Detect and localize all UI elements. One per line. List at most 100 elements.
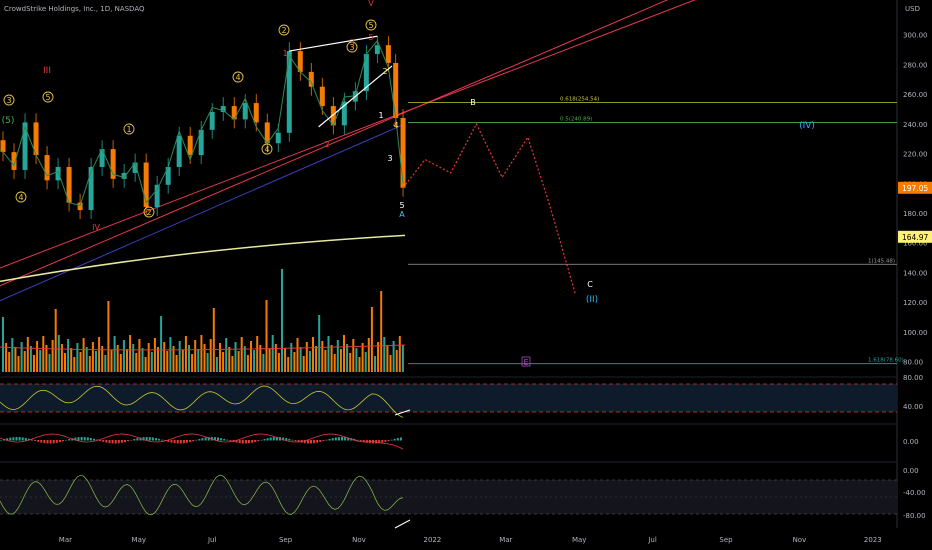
candle-body <box>99 149 105 167</box>
macd-bar <box>34 440 37 441</box>
fib-level-label: 0.618(254.54) <box>560 96 599 102</box>
wave-box <box>521 356 531 367</box>
price-tick-label: 220.00 <box>903 151 928 159</box>
time-tick-label: 2023 <box>864 536 882 544</box>
candle-body <box>220 106 226 112</box>
volume-bar <box>339 349 342 372</box>
macd-bar <box>325 439 328 441</box>
time-tick-label: May <box>572 536 586 544</box>
macd-bar <box>21 437 24 441</box>
macd-bar <box>362 440 365 443</box>
volume-bar <box>175 355 178 372</box>
macd-bar <box>204 437 207 441</box>
macd-bar <box>49 440 52 444</box>
wave-label: 4 <box>392 120 397 129</box>
macd-bar <box>275 437 278 441</box>
macd-bar <box>111 440 114 444</box>
volume-bar <box>398 336 401 372</box>
volume-bar <box>274 344 277 372</box>
macd-bar <box>344 437 347 441</box>
macd-bar <box>217 437 219 441</box>
candle-body <box>198 129 204 156</box>
volume-bar <box>349 353 352 372</box>
volume-bar <box>48 354 51 372</box>
volume-bar <box>386 346 389 372</box>
wave-label: 2 <box>281 26 286 35</box>
wave-label: 5 <box>399 201 404 210</box>
volume-bar <box>141 348 144 372</box>
volume-bar <box>305 342 308 372</box>
macd-bar <box>89 438 92 441</box>
candle-body <box>393 62 399 118</box>
volume-bar <box>262 354 265 372</box>
candle-body <box>286 51 292 133</box>
wave-label: 1 <box>378 111 383 120</box>
rsi-line <box>0 385 404 418</box>
macd-bar <box>303 440 306 444</box>
wave-label: 1 <box>126 125 131 134</box>
wave-label: (IV) <box>799 121 815 131</box>
volume-bar <box>299 347 302 372</box>
wave-label: A <box>399 210 405 219</box>
macd-bar <box>186 440 188 443</box>
time-tick-label: 2022 <box>423 536 441 544</box>
macd-bar <box>235 440 238 443</box>
candle-body <box>0 140 6 153</box>
rsi-divergence-line <box>394 409 411 416</box>
macd-bar <box>334 437 337 441</box>
volume-bar <box>57 335 60 372</box>
macd-bar <box>139 437 142 441</box>
rsi-tick-label: 40.00 <box>903 403 923 411</box>
volume-bar <box>302 356 305 372</box>
macd-bar <box>341 437 343 441</box>
wave-circle <box>3 94 15 106</box>
volume-bar <box>281 269 283 372</box>
macd-bar <box>192 440 195 442</box>
candle-body <box>385 45 391 63</box>
volume-bar <box>287 357 290 372</box>
wave-circle <box>143 206 155 218</box>
time-tick-label: Sep <box>279 536 293 544</box>
price-tick-label: 120.00 <box>903 299 928 307</box>
volume-bar <box>321 341 324 372</box>
time-tick-label: Jul <box>207 536 217 544</box>
macd-bar <box>229 440 232 442</box>
volume-bar <box>122 340 125 372</box>
volume-bar <box>330 345 333 372</box>
ma50-line <box>0 39 404 207</box>
time-tick-label: Nov <box>793 536 807 544</box>
candle-body <box>77 202 83 211</box>
wave-label: (II) <box>586 295 598 305</box>
volume-bar <box>370 307 373 372</box>
volume-bar <box>228 347 231 372</box>
volume-bar <box>259 345 262 372</box>
volume-bar <box>14 347 17 372</box>
candle-body <box>374 45 380 55</box>
macd-bar <box>43 440 46 444</box>
volume-bar <box>144 357 147 372</box>
price-tick-label: 300.00 <box>903 32 928 40</box>
price-tick-label: 100.00 <box>903 329 928 337</box>
macd-bar <box>133 439 136 441</box>
macd-signal-line <box>0 433 404 450</box>
macd-bar <box>12 437 15 441</box>
volume-bar <box>126 349 128 372</box>
macd-bar <box>55 440 58 443</box>
wave-label: IV <box>92 223 100 232</box>
wave-label: 3 <box>349 38 354 47</box>
macd-bar <box>241 440 244 444</box>
candle-body <box>55 166 61 181</box>
macd-bar <box>220 438 223 441</box>
volume-bar <box>88 356 91 372</box>
macd-bar <box>9 437 12 441</box>
macd-bar <box>313 440 316 444</box>
macd-bar <box>40 440 43 443</box>
macd-bar <box>285 438 288 441</box>
volume-bar <box>45 345 48 372</box>
volume-bar <box>138 339 141 372</box>
candle-body <box>341 101 347 126</box>
volume-bar <box>110 350 113 372</box>
macd-bar <box>359 440 362 442</box>
volume-bar <box>222 352 225 372</box>
